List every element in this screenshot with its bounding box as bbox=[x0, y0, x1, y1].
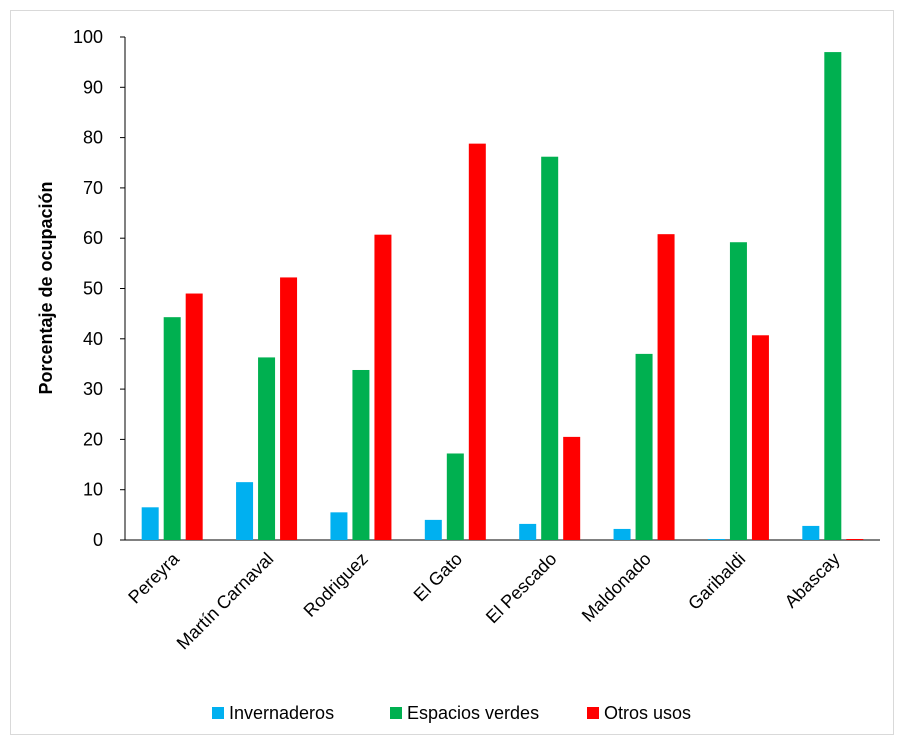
bar-otros-usos-pereyra bbox=[185, 293, 203, 540]
bar-espacios-verdes-garibaldi bbox=[729, 242, 747, 540]
bar-invernaderos-el-pescado bbox=[519, 523, 537, 540]
y-tick-label: 90 bbox=[83, 77, 103, 97]
bar-espacios-verdes-el-gato bbox=[446, 453, 464, 540]
legend-label: Invernaderos bbox=[229, 703, 334, 723]
x-tick-label: Garibaldi bbox=[684, 549, 749, 614]
bar-invernaderos-el-gato bbox=[424, 519, 442, 540]
legend-label: Otros usos bbox=[604, 703, 691, 723]
bar-invernaderos-martín-carnaval bbox=[236, 482, 254, 540]
x-tick-label: El Pescado bbox=[482, 549, 561, 628]
legend-label: Espacios verdes bbox=[407, 703, 539, 723]
bar-invernaderos-abascay bbox=[802, 525, 820, 540]
bar-invernaderos-garibaldi bbox=[707, 538, 725, 540]
y-tick-label: 10 bbox=[83, 480, 103, 500]
bar-otros-usos-garibaldi bbox=[751, 335, 769, 540]
bar-otros-usos-maldonado bbox=[657, 234, 675, 540]
bar-espacios-verdes-martín-carnaval bbox=[258, 357, 276, 540]
y-tick-label: 0 bbox=[93, 530, 103, 550]
y-tick-labels: 0 10 20 30 40 50 60 70 80 90 100 bbox=[73, 27, 103, 550]
y-tick-label: 20 bbox=[83, 429, 103, 449]
x-tick-label: Martín Carnaval bbox=[173, 549, 278, 654]
bar-invernaderos-rodriguez bbox=[330, 512, 348, 540]
bar-espacios-verdes-pereyra bbox=[163, 317, 181, 540]
legend-swatch-invernaderos bbox=[212, 707, 224, 719]
bar-otros-usos-el-pescado bbox=[563, 436, 581, 540]
x-tick-label: Rodriguez bbox=[300, 549, 372, 621]
bar-invernaderos-pereyra bbox=[141, 507, 159, 540]
bars bbox=[141, 52, 864, 541]
x-tick-label: El Gato bbox=[410, 549, 467, 606]
bar-otros-usos-el-gato bbox=[468, 143, 486, 541]
y-axis-label: Porcentaje de ocupación bbox=[36, 181, 56, 394]
x-tick-label: Pereyra bbox=[124, 548, 183, 607]
y-tick-label: 70 bbox=[83, 178, 103, 198]
bar-espacios-verdes-rodriguez bbox=[352, 369, 370, 540]
legend-swatch-espacios-verdes bbox=[390, 707, 402, 719]
y-tick-label: 40 bbox=[83, 329, 103, 349]
x-tick-label: Maldonado bbox=[578, 549, 655, 626]
bar-espacios-verdes-abascay bbox=[824, 52, 842, 541]
bar-otros-usos-rodriguez bbox=[374, 234, 392, 540]
y-tick-label: 100 bbox=[73, 27, 103, 47]
bar-otros-usos-martín-carnaval bbox=[280, 277, 298, 540]
bar-espacios-verdes-el-pescado bbox=[541, 156, 559, 541]
x-tick-label: Abascay bbox=[781, 549, 844, 612]
bar-espacios-verdes-maldonado bbox=[635, 353, 653, 540]
legend: Invernaderos Espacios verdes Otros usos bbox=[212, 703, 691, 723]
y-tick-label: 80 bbox=[83, 128, 103, 148]
y-tick-label: 60 bbox=[83, 228, 103, 248]
y-tick-label: 30 bbox=[83, 379, 103, 399]
bar-otros-usos-abascay bbox=[846, 538, 864, 540]
y-tick-label: 50 bbox=[83, 279, 103, 299]
bar-invernaderos-maldonado bbox=[613, 528, 631, 540]
legend-swatch-otros-usos bbox=[587, 707, 599, 719]
